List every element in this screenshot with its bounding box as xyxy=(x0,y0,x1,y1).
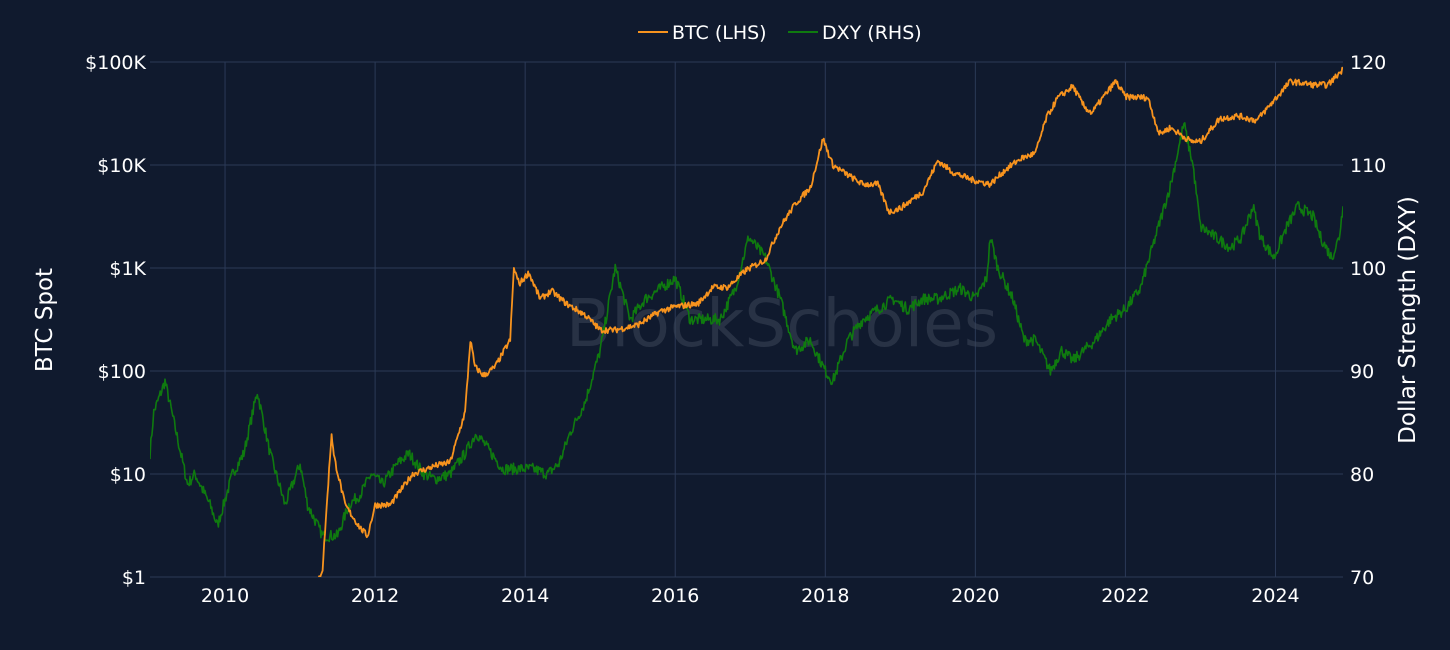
y-right-tick-labels: 70 80 90 100 110 120 xyxy=(1350,52,1386,589)
x-tick-label-2022: 2022 xyxy=(1101,585,1149,607)
x-tick-label-2016: 2016 xyxy=(651,585,699,607)
btc-series-line xyxy=(317,66,1343,577)
x-tick-label-2010: 2010 xyxy=(201,585,249,607)
y-right-tick-label-1: 80 xyxy=(1350,464,1374,486)
y-right-tick-label-3: 100 xyxy=(1350,258,1386,280)
y-left-tick-label-3: $1K xyxy=(109,258,146,280)
x-tick-label-2012: 2012 xyxy=(351,585,399,607)
y-left-tick-label-2: $100 xyxy=(98,361,146,383)
y-left-tick-label-5: $100K xyxy=(85,52,146,74)
x-tick-labels: 2010 2012 2014 2016 2018 2020 2022 2024 xyxy=(201,585,1300,607)
watermark-text: BlockScholes xyxy=(566,285,998,362)
y-left-tick-label-0: $1 xyxy=(122,567,146,589)
y-left-tick-label-1: $10 xyxy=(110,464,146,486)
y-right-tick-label-4: 110 xyxy=(1350,155,1386,177)
legend: BTC (LHS) DXY (RHS) xyxy=(638,22,922,44)
y-right-tick-label-0: 70 xyxy=(1350,567,1374,589)
y-left-tick-labels: $1 $10 $100 $1K $10K $100K xyxy=(85,52,146,589)
x-tick-label-2024: 2024 xyxy=(1251,585,1299,607)
y-right-tick-label-2: 90 xyxy=(1350,361,1374,383)
dxy-series-line xyxy=(150,122,1343,543)
y-left-tick-label-4: $10K xyxy=(97,155,146,177)
legend-label-btc: BTC (LHS) xyxy=(672,22,767,44)
legend-label-dxy: DXY (RHS) xyxy=(822,22,922,44)
x-gridlines xyxy=(224,62,1276,577)
y-gridlines xyxy=(150,61,1343,578)
y-left-axis-title: BTC Spot xyxy=(32,268,58,372)
x-tick-label-2020: 2020 xyxy=(951,585,999,607)
y-right-axis-title: Dollar Strength (DXY) xyxy=(1395,196,1421,444)
series-layer xyxy=(150,66,1343,577)
y-right-tick-label-5: 120 xyxy=(1350,52,1386,74)
x-tick-label-2014: 2014 xyxy=(501,585,549,607)
x-tick-label-2018: 2018 xyxy=(801,585,849,607)
